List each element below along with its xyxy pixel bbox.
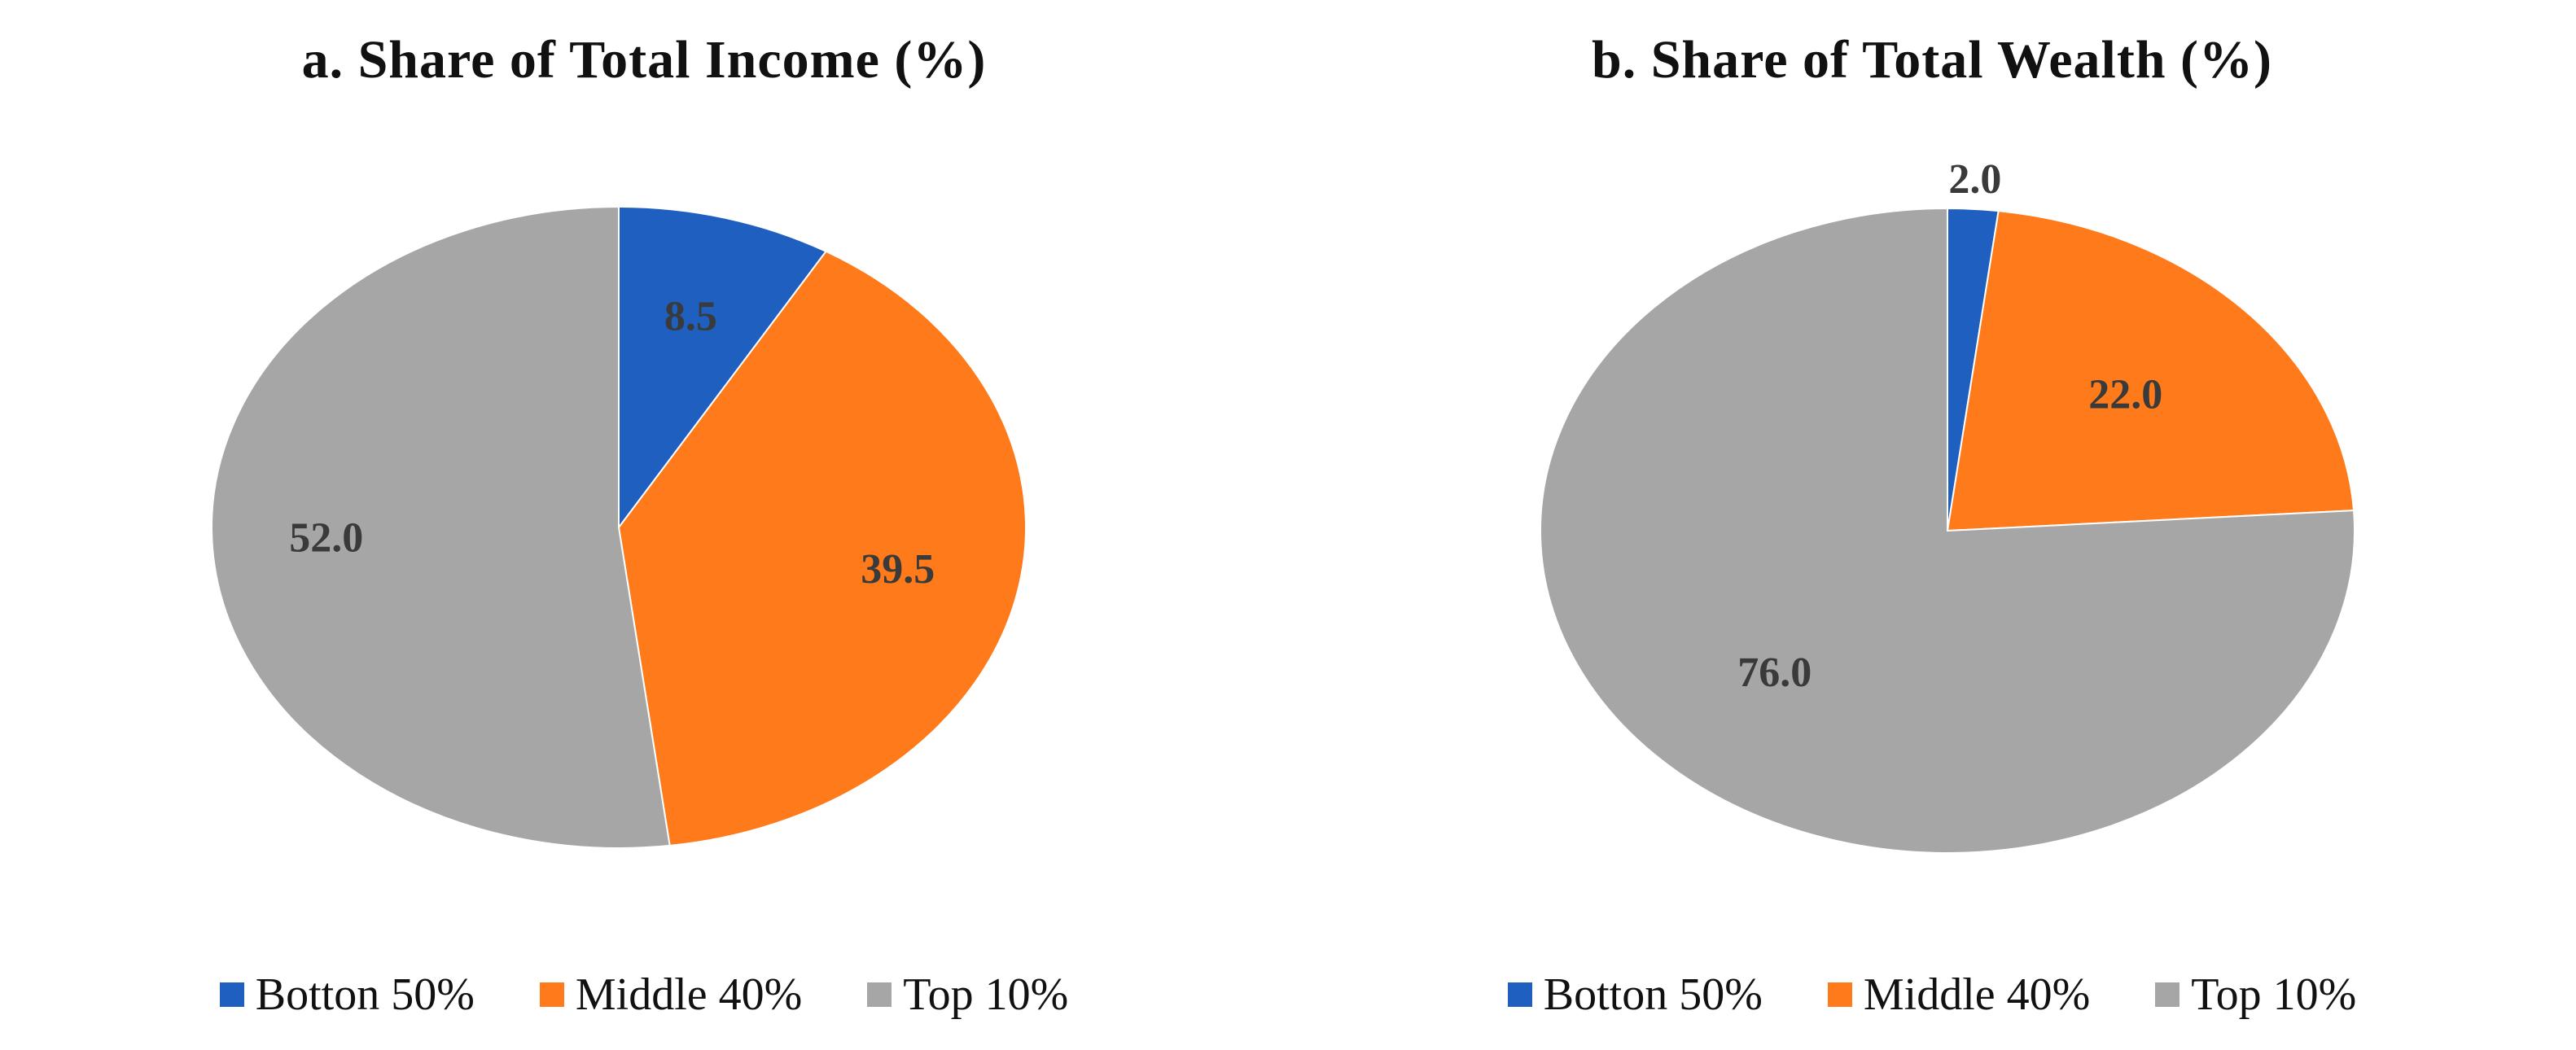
legend-swatch (539, 982, 564, 1007)
chart-title: b. Share of Total Wealth (%) (1591, 30, 2273, 90)
pie-slice-top-10 (1540, 207, 2355, 854)
legend-label: Botton 50% (1543, 969, 1763, 1020)
data-label-middle-40: 22.0 (2088, 371, 2162, 418)
legend-label: Top 10% (2191, 969, 2357, 1020)
legend-item-bottom-50: Botton 50% (1507, 969, 1763, 1021)
legend-label: Top 10% (903, 969, 1069, 1020)
chart-title: a. Share of Total Income (%) (301, 30, 987, 90)
legend-swatch (2155, 982, 2180, 1007)
income-chart-panel: a. Share of Total Income (%) 8.5 39.5 52.0… (0, 30, 1288, 1021)
legend-swatch (1827, 982, 1852, 1007)
legend-swatch (867, 982, 892, 1007)
pie-slice-middle-40 (1946, 210, 2355, 532)
income-pie-chart: 8.5 39.5 52.0 (211, 205, 1027, 849)
legend-swatch (219, 982, 244, 1007)
data-label-bottom-50: 2.0 (1948, 156, 2001, 203)
data-label-middle-40: 39.5 (861, 546, 935, 593)
legend-item-bottom-50: Botton 50% (219, 969, 475, 1021)
data-label-top-10: 52.0 (289, 515, 363, 562)
legend-swatch (1507, 982, 1532, 1007)
data-label-top-10: 76.0 (1737, 650, 1812, 696)
pie-slice-top-10 (211, 205, 671, 849)
chart-legend: Botton 50% Middle 40% Top 10% (1288, 969, 2576, 1021)
wealth-chart-panel: b. Share of Total Wealth (%) 2.0 22.0 76.0… (1288, 0, 2576, 1050)
legend-item-top-10: Top 10% (2155, 969, 2356, 1021)
legend-label: Middle 40% (1863, 969, 2091, 1020)
legend-item-middle-40: Middle 40% (539, 969, 803, 1021)
legend-label: Botton 50% (255, 969, 475, 1020)
pie-slice-bottom-50 (618, 205, 828, 530)
legend-item-middle-40: Middle 40% (1827, 969, 2091, 1021)
pie-slice-middle-40 (617, 250, 1027, 847)
chart-legend: Botton 50% Middle 40% Top 10% (0, 969, 1288, 1021)
wealth-pie-chart: 2.0 22.0 76.0 (1540, 156, 2355, 854)
data-label-bottom-50: 8.5 (664, 293, 717, 339)
legend-item-top-10: Top 10% (867, 969, 1068, 1021)
legend-label: Middle 40% (575, 969, 803, 1020)
